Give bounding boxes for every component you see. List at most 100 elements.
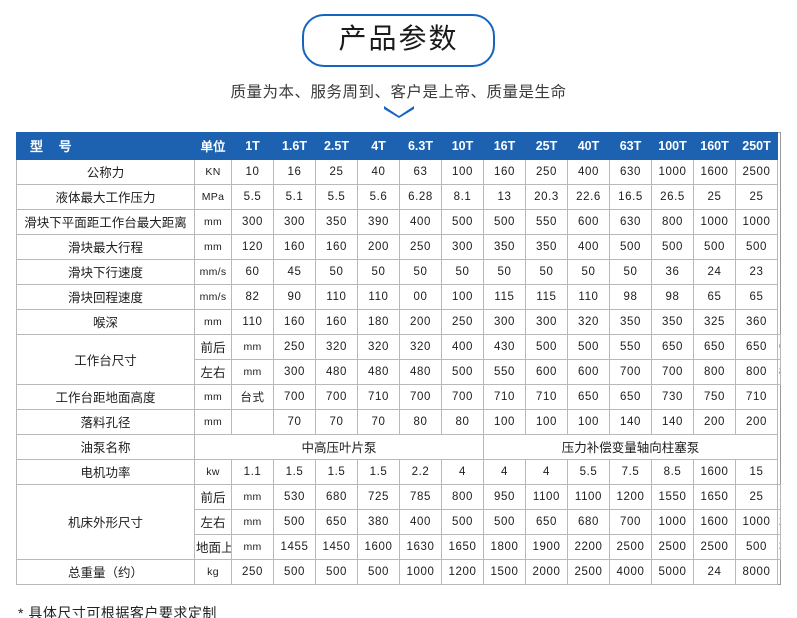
header-model-name: 型 号 [16,131,195,160]
cell-value: 5000 [651,558,694,585]
cell-value: 320 [357,333,400,360]
cell-value: 700 [273,383,316,410]
row-unit: MPa [194,183,232,210]
cell-value: 4 [441,458,484,485]
cell-value: 8.5 [651,458,694,485]
cell-value: 20.3 [525,183,568,210]
cell-value: 320 [567,308,610,335]
cell-value: 50 [567,258,610,285]
cell-value: 600 [567,208,610,235]
cell-value: 16 [273,158,316,185]
cell-value: 110 [231,308,274,335]
header-model-63t: 63T [609,131,652,160]
cell-value: 500 [441,208,484,235]
cell-value: 500 [735,233,778,260]
cell-value: 1650 [693,483,736,510]
cell-value: 98 [651,283,694,310]
cell-value: 24 [693,258,736,285]
header-model-2-5t: 2.5T [315,131,358,160]
table-row: 左右 mm 500 650 380 400 500 500 650 680 700 1000 1600 1… [17,508,781,535]
cell-value: 1450 [315,533,358,560]
cell-value: 6.28 [399,183,442,210]
table-row: 滑块下行速度 mm/s 60 45 50 50 50 50 50 50 50 50 36 24 23 [16,258,781,285]
cell-value: 4 [483,458,526,485]
cell-value: 250 [441,308,484,335]
cell-value: 80 [441,408,484,435]
cell-value: 50 [483,258,526,285]
cell-value: 2.2 [399,458,442,485]
cell-value: 8.1 [441,183,484,210]
cell-value: 500 [483,508,526,535]
cell-value: 325 [693,308,736,335]
cell-value: 320 [399,333,442,360]
cell-value: 710 [357,383,400,410]
row-unit: mm [231,483,274,510]
cell-value: 300 [273,208,316,235]
cell-value: 1600 [693,458,736,485]
cell-value: 400 [399,508,442,535]
table-row: 工作台尺寸 前后 mm 250 320 320 320 400 430 500 500 550 650 6… [16,333,781,385]
cell-value: 115 [483,283,526,310]
cell-value: 2500 [609,533,652,560]
cell-value: 400 [567,233,610,260]
row-label: 落料孔径 [16,408,195,435]
cell-value: 630 [609,208,652,235]
table-row: 喉深 mm 110 160 160 180 200 250 300 300 320 350 350 325… [16,308,781,335]
cell-value: 250 [231,558,274,585]
cell-value: 1600 [693,508,736,535]
cell-value: 250 [399,233,442,260]
cell-value: 25 [315,158,358,185]
cell-value: 650 [567,383,610,410]
cell-value: 500 [315,558,358,585]
page-title: 产品参数 [302,14,495,67]
cell-value: 680 [315,483,358,510]
cell-value: 26.5 [651,183,694,210]
row-unit: mm/s [194,258,232,285]
cell-value: 65 [693,283,736,310]
cell-value: 45 [273,258,316,285]
cell-value: 600 [567,358,610,385]
cell-value: 50 [441,258,484,285]
cell-value: 100 [441,158,484,185]
row-group-label: 工作台尺寸 [16,333,195,385]
cell-value: 16.5 [609,183,652,210]
cell-value: 2500 [651,533,694,560]
cell-value: 710 [483,383,526,410]
cell-value: 380 [357,508,400,535]
cell-value: 500 [357,558,400,585]
row-group-label: 机床外形尺寸 [16,483,195,560]
cell-value: 2200 [567,533,610,560]
cell-value: 500 [567,333,610,360]
cell-value: 1900 [525,533,568,560]
cell-value: 650 [525,508,568,535]
cell-value: 140 [609,408,652,435]
row-unit: mm [194,208,232,235]
row-label: 总重量（约） [16,558,195,585]
cell-value: 110 [357,283,400,310]
header-model-160t: 160T [693,131,736,160]
cell-value: 650 [651,333,694,360]
cell-value: 725 [357,483,400,510]
spec-table: 型 号 单位 1T 1.6T 2.5T 4T 6.3T 10T 16T 25T … [16,131,781,585]
cell-value: 350 [651,308,694,335]
cell-value: 550 [525,208,568,235]
row-label: 滑块回程速度 [16,283,195,310]
page-header: 产品参数 质量为本、服务周到、客户是上帝、质量是生命 [0,0,797,118]
cell-value: 300 [441,233,484,260]
cell-value: 800 [441,483,484,510]
row-unit: mm [194,308,232,335]
cell-value: 2500 [735,158,778,185]
header-model-1-6t: 1.6T [273,131,316,160]
cell-value: 1000 [735,208,778,235]
cell-value: 530 [273,483,316,510]
cell-value: 10 [231,158,274,185]
cell-value: 430 [483,333,526,360]
row-label: 滑块下平面距工作台最大距离 [16,208,195,235]
header-model-10t: 10T [441,131,484,160]
cell-value: 700 [609,358,652,385]
cell-value: 1800 [483,533,526,560]
cell-value: 650 [315,508,358,535]
oil-pump-value-right: 压力补偿变量轴向柱塞泵 [483,433,778,460]
cell-value: 110 [567,283,610,310]
header-model-16t: 16T [483,131,526,160]
